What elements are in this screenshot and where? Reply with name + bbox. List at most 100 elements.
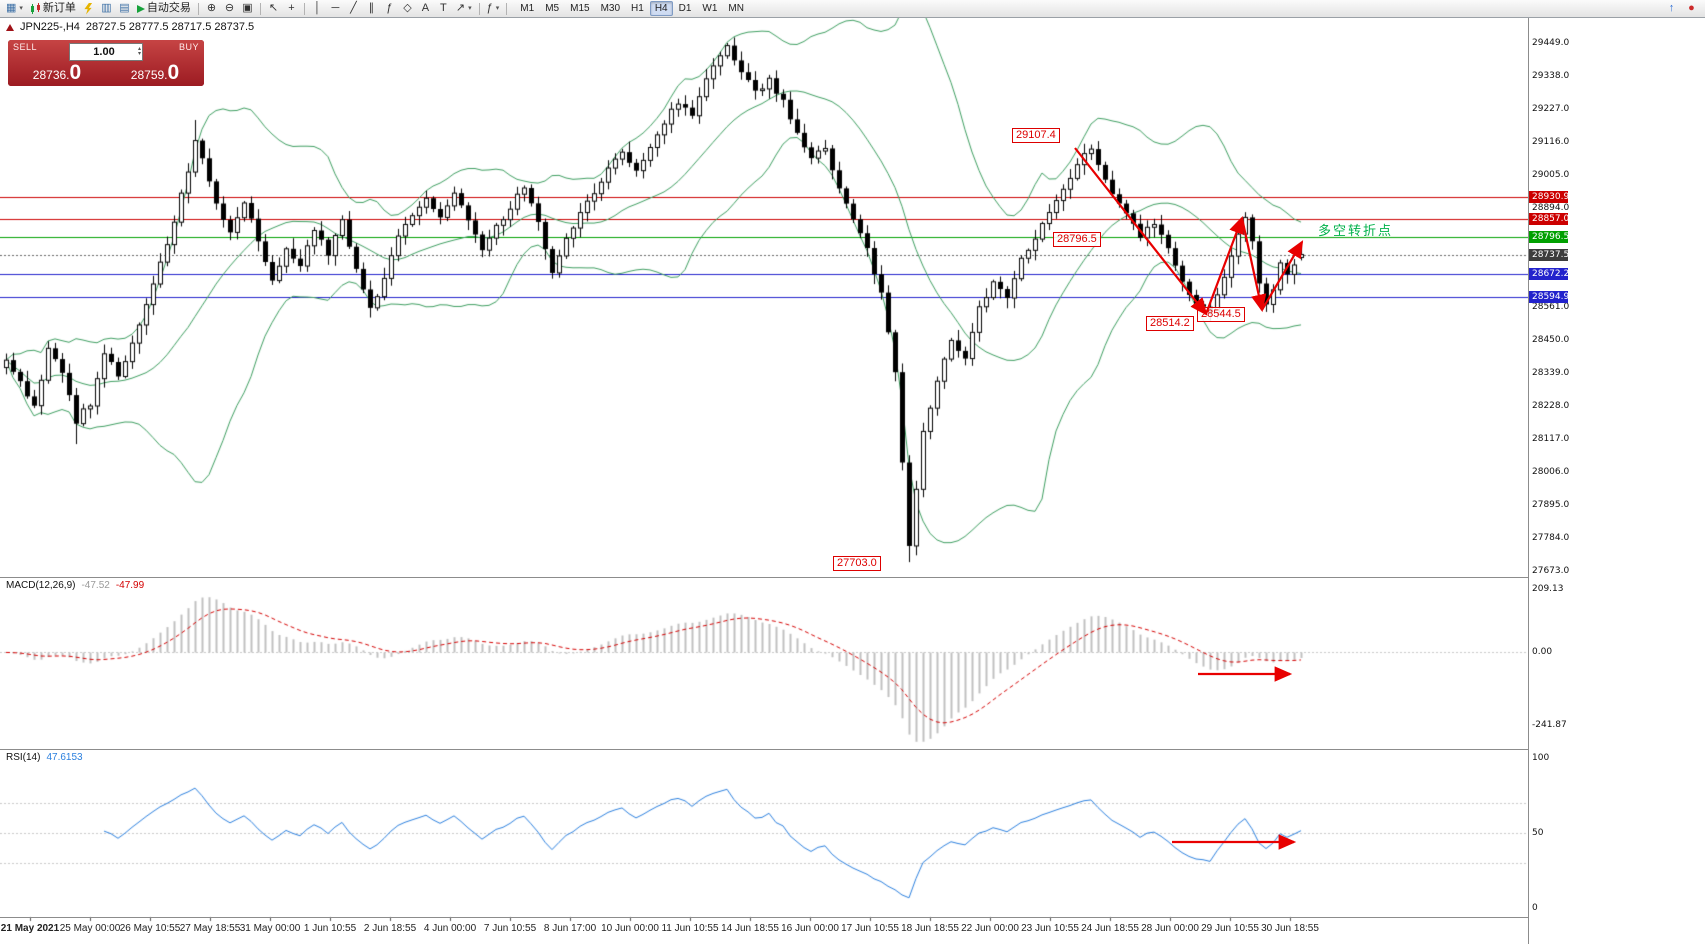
toolbar-right-group: ↑ ●	[1663, 1, 1702, 17]
spinner-up-icon[interactable]: ▴	[137, 45, 141, 52]
volume-input[interactable]: 1.00 ▴ ▾	[69, 43, 143, 61]
price-annotation: 28796.5	[1053, 232, 1101, 247]
symbol-period-label: JPN225-,H4	[20, 21, 80, 33]
price-tick: 29449.0	[1532, 37, 1570, 48]
time-axis-label: 22 Jun 00:00	[961, 923, 1019, 934]
timeframe-mn[interactable]: MN	[723, 1, 749, 16]
new-chart-button[interactable]: ▦ ▾	[3, 1, 26, 17]
scroll-up-button[interactable]: ↑	[1663, 1, 1680, 17]
price-tick: 29116.0	[1532, 136, 1570, 147]
time-axis-label: 1 Jun 10:55	[303, 923, 357, 934]
channel-icon: ∥	[368, 2, 375, 14]
price-axis[interactable]: 29449.0 29338.0 29227.0 29116.0 29005.0 28894…	[1528, 18, 1570, 944]
rsi-value: 47.6153	[46, 752, 83, 763]
fibonacci-button[interactable]: ƒ	[381, 1, 398, 17]
horizontal-line-button[interactable]: ─	[327, 1, 344, 17]
zoom-out-icon: ⊖	[224, 2, 235, 14]
timeframe-h4[interactable]: H4	[649, 1, 673, 16]
metaeditor-button[interactable]	[80, 1, 97, 17]
text-button[interactable]: A	[417, 1, 434, 17]
price-level-badge: 28737.5	[1529, 248, 1569, 261]
time-axis[interactable]: 21 May 2021 25 May 00:00 26 May 10:55 27 Ma…	[0, 917, 1568, 944]
rsi-panel-separator[interactable]	[0, 749, 1568, 750]
time-axis-label: 18 Jun 18:55	[901, 923, 959, 934]
price-level-badge: 28796.5	[1529, 230, 1569, 243]
timeframe-m5[interactable]: M5	[540, 1, 564, 16]
price-chart-canvas[interactable]	[0, 18, 1528, 944]
toolbar-separator	[259, 2, 261, 15]
autotrading-button[interactable]: 自动交易	[134, 1, 194, 17]
rsi-tick: 100	[1532, 753, 1550, 763]
price-tick: 28117.0	[1532, 434, 1570, 445]
macd-signal-value: -47.99	[115, 580, 145, 591]
trendline-button[interactable]: ╱	[345, 1, 362, 17]
rsi-name: RSI(14)	[6, 752, 41, 763]
new-order-button-label: 新订单	[42, 2, 76, 14]
time-axis-label: 11 Jun 10:55	[661, 923, 719, 934]
notification-button[interactable]: ●	[1683, 1, 1700, 17]
toolbar-separator	[506, 2, 508, 15]
crosshair-icon: +	[288, 2, 295, 14]
timeframe-m30[interactable]: M30	[596, 1, 625, 16]
time-axis-label: 28 Jun 00:00	[1141, 923, 1199, 934]
sell-price: 28736. 0	[8, 61, 106, 85]
dropdown-arrow-icon: ▾	[468, 5, 472, 12]
order-candles-icon	[30, 2, 41, 15]
buy-label: BUY	[178, 42, 199, 52]
arrows-button[interactable]: ↗ ▾	[453, 1, 475, 17]
label-button[interactable]: T	[435, 1, 452, 17]
data-window-button[interactable]: ▤	[116, 1, 133, 17]
time-axis-label: 7 Jun 10:55	[483, 923, 537, 934]
zoom-out-button[interactable]: ⊖	[221, 1, 238, 17]
macd-name: MACD(12,26,9)	[6, 580, 76, 591]
time-axis-label: 31 May 00:00	[239, 923, 301, 934]
macd-indicator-label: MACD(12,26,9) -47.52 -47.99	[6, 580, 144, 591]
indicators-button[interactable]: ƒ ▾	[484, 1, 503, 17]
sell-button[interactable]: SELL 28736. 0	[8, 40, 106, 86]
buy-price-big: 0	[167, 61, 180, 85]
volume-value: 1.00	[93, 46, 115, 58]
market-watch-button[interactable]: ▥	[98, 1, 115, 17]
price-tick: 28894.0	[1532, 203, 1570, 213]
price-tick: 27895.0	[1532, 500, 1570, 511]
crosshair-button[interactable]: +	[283, 1, 300, 17]
spinner-down-icon[interactable]: ▾	[137, 51, 141, 57]
timeframe-d1[interactable]: D1	[674, 1, 697, 16]
timeframe-h1[interactable]: H1	[626, 1, 649, 16]
price-tick: 28006.0	[1532, 467, 1570, 478]
shapes-icon: ◇	[403, 2, 412, 14]
volume-spinner[interactable]: ▴ ▾	[137, 45, 142, 58]
time-axis-label: 27 May 18:55	[179, 923, 241, 934]
time-axis-label: 23 Jun 10:55	[1021, 923, 1079, 934]
shapes-button[interactable]: ◇	[399, 1, 416, 17]
new-order-button[interactable]: 新订单	[27, 1, 79, 17]
price-tick: 27784.0	[1532, 533, 1570, 544]
price-tick: 29338.0	[1532, 70, 1570, 81]
timeframe-m15[interactable]: M15	[565, 1, 594, 16]
vertical-line-button[interactable]: │	[309, 1, 326, 17]
time-axis-label: 4 Jun 00:00	[423, 923, 477, 934]
cursor-button[interactable]: ↖	[265, 1, 282, 17]
time-axis-label: 8 Jun 17:00	[543, 923, 597, 934]
price-tick: 28561.0	[1532, 302, 1570, 312]
macd-panel-separator[interactable]	[0, 577, 1568, 578]
macd-tick: 209.13	[1532, 584, 1564, 595]
zoom-in-button[interactable]: ⊕	[203, 1, 220, 17]
rsi-indicator-label: RSI(14) 47.6153	[6, 752, 83, 763]
sell-price-big: 0	[69, 61, 82, 85]
time-axis-separator	[0, 917, 1568, 918]
price-level-badge: 28672.2	[1529, 267, 1569, 280]
ohlc-label: 28727.5 28777.5 28717.5 28737.5	[85, 21, 255, 33]
time-axis-label: 14 Jun 18:55	[721, 923, 779, 934]
timeframe-m1[interactable]: M1	[515, 1, 539, 16]
trendline-icon: ╱	[350, 2, 357, 14]
tile-windows-button[interactable]: ▣	[239, 1, 256, 17]
macd-tick: 0.00	[1532, 647, 1553, 658]
channel-button[interactable]: ∥	[363, 1, 380, 17]
sell-label: SELL	[13, 42, 38, 52]
scroll-up-icon: ↑	[1668, 2, 1675, 14]
price-tick: 29227.0	[1532, 103, 1570, 114]
timeframe-w1[interactable]: W1	[697, 1, 722, 16]
text-icon: A	[421, 2, 430, 14]
